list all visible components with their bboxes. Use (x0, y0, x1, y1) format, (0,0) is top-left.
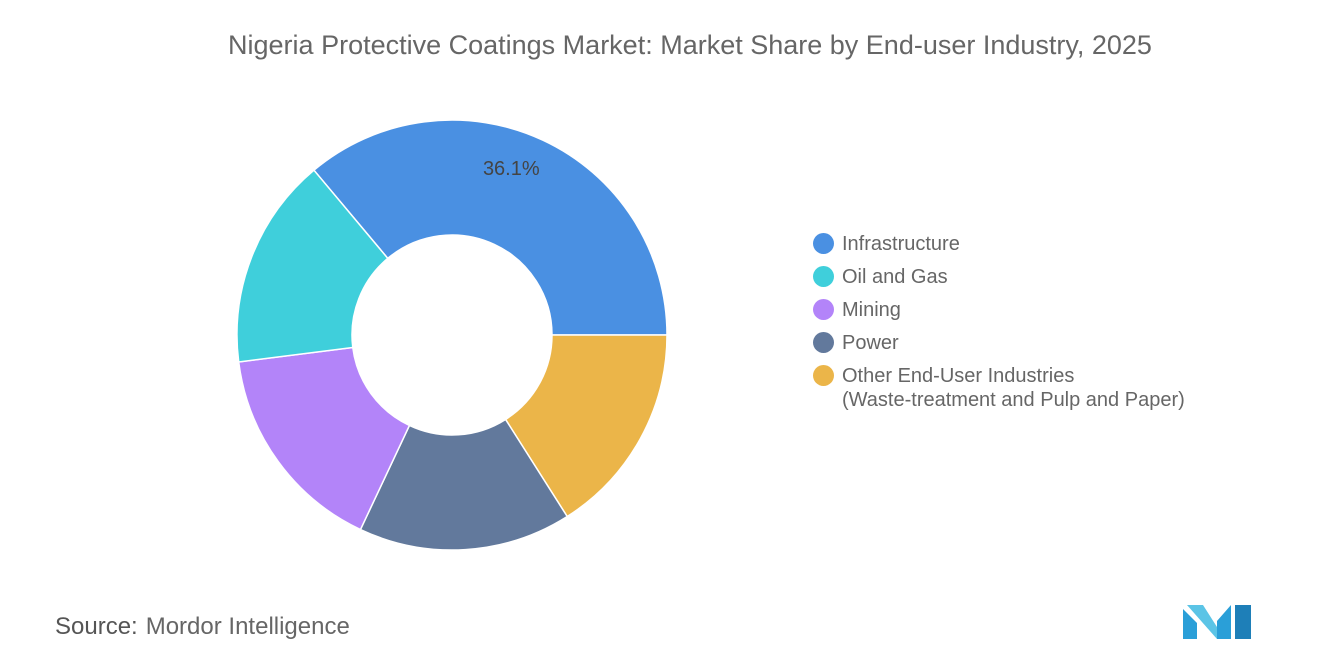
slice-oil-and-gas (236, 169, 389, 363)
legend-item: Oil and Gas (813, 265, 1185, 289)
legend-item: Mining (813, 298, 1185, 322)
source-note: Source: Mordor Intelligence (55, 613, 350, 641)
legend-label: Infrastructure (842, 233, 960, 255)
slice-infrastructure (312, 119, 668, 336)
slice-power (359, 418, 569, 551)
legend-marker (813, 233, 834, 254)
mordor-logo (1183, 605, 1251, 639)
legend-label: Oil and Gas (842, 266, 948, 288)
legend-item: Other End-User Industries (Waste-treatmen… (813, 364, 1185, 412)
legend-marker (813, 266, 834, 287)
legend-marker (813, 365, 834, 386)
legend-marker (813, 299, 834, 320)
slice-mining (237, 346, 411, 531)
source-label: Source: (55, 613, 138, 640)
data-label: 36.1% (483, 158, 540, 180)
legend-label: Power (842, 332, 899, 354)
legend: Infrastructure Oil and Gas Mining Power Othe… (813, 232, 1185, 421)
slice-other-end-user-industries-waste-treatment-and-pulp-and-paper (504, 334, 668, 518)
legend-label: Mining (842, 299, 901, 321)
legend-label: Other End-User Industries (Waste-treatmen… (842, 365, 1185, 411)
legend-item: Infrastructure (813, 232, 1185, 256)
source-value: Mordor Intelligence (145, 613, 350, 640)
legend-item: Power (813, 331, 1185, 355)
legend-marker (813, 332, 834, 353)
chart-title: Nigeria Protective Coatings Market: Mark… (228, 30, 1152, 60)
